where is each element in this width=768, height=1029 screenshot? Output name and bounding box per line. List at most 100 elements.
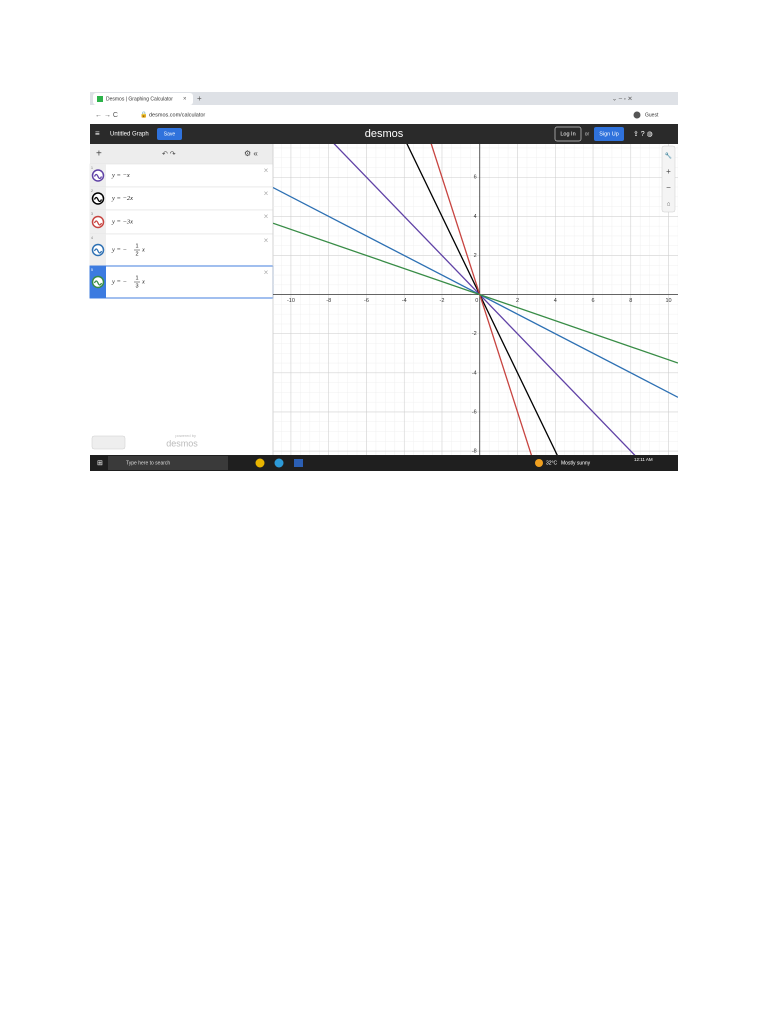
start[interactable]: ⊞: [97, 460, 103, 467]
row-delete[interactable]: ×: [264, 236, 269, 245]
x-tick-label: -10: [287, 298, 295, 304]
nav-buttons[interactable]: ← → C: [95, 112, 118, 119]
y-tick-label: -2: [472, 331, 477, 337]
fraction-numerator: 1: [135, 243, 138, 249]
tab-close[interactable]: ×: [183, 97, 187, 103]
word-icon[interactable]: [294, 459, 303, 467]
profile-icon[interactable]: [633, 111, 641, 119]
zoom-out[interactable]: −: [666, 183, 671, 192]
x-tick-label: 2: [516, 298, 519, 304]
window-controls[interactable]: ⌄ – ▫ ✕: [612, 97, 633, 103]
expression-suffix: x: [141, 246, 145, 253]
menu[interactable]: ≡: [95, 129, 100, 138]
or: or: [585, 131, 590, 137]
row-delete[interactable]: ×: [264, 268, 269, 277]
chrome-icon[interactable]: [255, 458, 265, 468]
weather-icon: [535, 459, 543, 467]
tab-bar: [90, 92, 678, 105]
graph-line: [333, 144, 636, 455]
x-tick-label: 6: [592, 298, 595, 304]
row-index: 1: [91, 166, 93, 170]
taskbar: [90, 455, 678, 471]
x-tick-label: 0: [475, 298, 478, 304]
graph-line: [430, 144, 533, 455]
x-tick-label: -2: [440, 298, 445, 304]
tab[interactable]: [93, 93, 193, 105]
tab-title: Desmos | Graphing Calculator: [106, 96, 173, 102]
search-placeholder: Type here to search: [126, 460, 170, 466]
x-tick-label: 4: [554, 298, 557, 304]
powered-logo: desmos: [166, 438, 198, 448]
y-tick-label: 4: [474, 214, 477, 220]
logo: desmos: [365, 128, 404, 140]
fraction-denominator: 2: [135, 251, 138, 257]
favicon: [97, 96, 103, 102]
expression: y = −x: [111, 172, 130, 179]
row-icon-wave: [93, 173, 103, 180]
edge-icon[interactable]: [274, 458, 284, 468]
temperature: 32°C: [546, 460, 558, 466]
x-tick-label: 8: [629, 298, 632, 304]
home[interactable]: ⌂: [667, 202, 671, 208]
address-bar: [90, 105, 678, 124]
new-tab[interactable]: +: [197, 94, 202, 103]
app-header: [90, 124, 678, 144]
wrench[interactable]: 🔧: [665, 152, 672, 160]
x-tick-label: -4: [402, 298, 407, 304]
expression: y = −3x: [111, 218, 133, 225]
row-icon-wave: [93, 220, 103, 226]
powered-by: powered by: [175, 433, 196, 438]
row-delete[interactable]: ×: [264, 166, 269, 175]
login-label: Log In: [560, 131, 575, 137]
row-icon-wave: [93, 280, 103, 286]
undo-redo[interactable]: ↶ ↷: [162, 151, 176, 158]
expression-row[interactable]: [89, 265, 274, 299]
row-delete[interactable]: ×: [264, 212, 269, 221]
lock: 🔒: [140, 111, 147, 119]
graph-line: [273, 186, 678, 398]
expression: y = −2x: [111, 195, 133, 202]
url[interactable]: desmos.com/calculator: [149, 112, 205, 118]
settings-collapse[interactable]: ⚙ «: [244, 149, 258, 158]
y-tick-label: -8: [472, 449, 477, 455]
y-tick-label: -4: [472, 370, 477, 376]
row-index: 2: [91, 189, 93, 193]
graph-title[interactable]: Untitled Graph: [110, 132, 149, 138]
x-tick-label: -6: [364, 298, 369, 304]
weather: Mostly sunny: [561, 460, 591, 466]
search-box[interactable]: [108, 456, 228, 470]
zoom-controls[interactable]: [661, 145, 676, 213]
keypad-toggle[interactable]: [91, 435, 126, 450]
login-button[interactable]: [554, 126, 582, 142]
fraction-denominator: 3: [135, 283, 138, 289]
row-delete[interactable]: ×: [264, 189, 269, 198]
graph-line: [273, 222, 678, 364]
save-label: Save: [164, 131, 176, 137]
graph-line: [406, 144, 558, 455]
panel-toolbar: [90, 144, 273, 164]
row-index: 5: [91, 268, 93, 272]
time: 12:11 AM: [634, 457, 653, 462]
fraction-numerator: 1: [135, 275, 138, 281]
expression-prefix: y = −: [111, 246, 127, 253]
x-tick-label: 10: [665, 298, 671, 304]
row-icon-wave: [93, 248, 103, 254]
row-icon-wave: [93, 196, 103, 203]
profile[interactable]: Guest: [645, 112, 659, 118]
signup-button[interactable]: [594, 127, 624, 141]
header-icons[interactable]: ⇪ ? ◍: [633, 130, 653, 138]
save-button[interactable]: [157, 128, 182, 140]
expression-suffix: x: [141, 278, 145, 285]
add-button[interactable]: +: [96, 149, 102, 160]
x-tick-label: -8: [326, 298, 331, 304]
signup-label: Sign Up: [599, 131, 619, 137]
row-index: 3: [91, 212, 93, 216]
y-tick-label: 6: [474, 175, 477, 181]
y-tick-label: 2: [474, 253, 477, 259]
row-index: 4: [91, 236, 93, 240]
graph-paper: [274, 144, 678, 455]
expression-prefix: y = −: [111, 278, 127, 285]
zoom-in[interactable]: +: [666, 167, 671, 176]
